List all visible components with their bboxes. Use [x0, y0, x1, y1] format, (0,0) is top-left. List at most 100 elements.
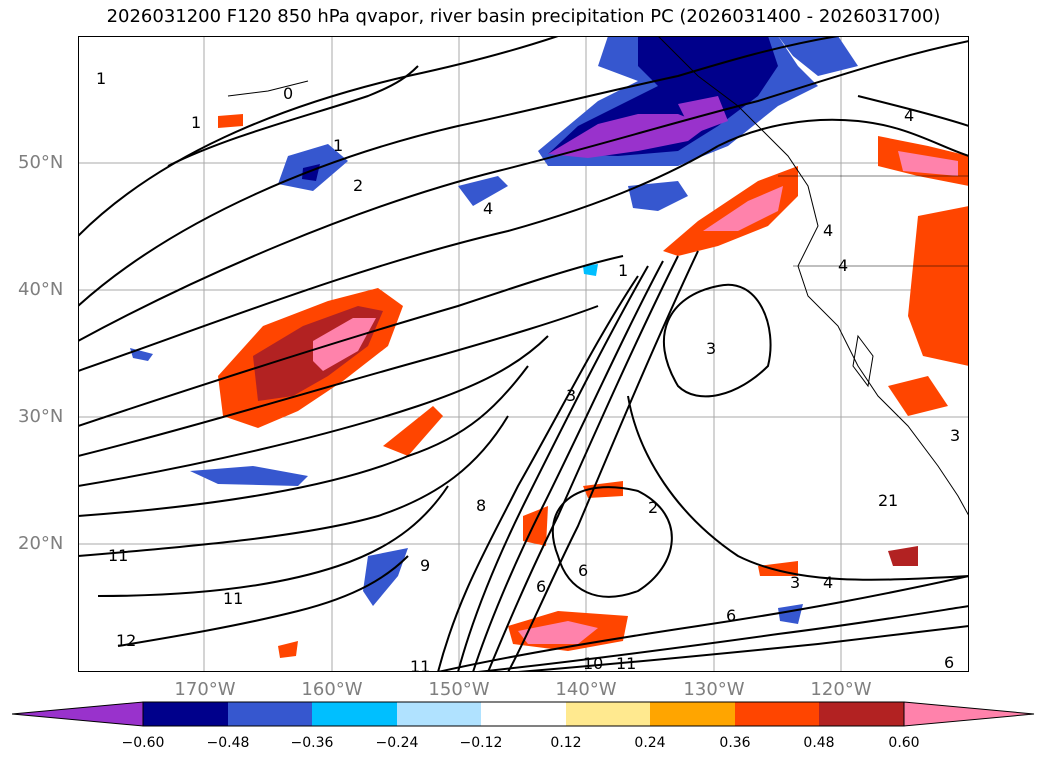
lon-label-130w: 130°W	[683, 679, 745, 700]
colorbar-swatch	[228, 702, 312, 726]
qvapor-contours	[78, 36, 969, 672]
patch-pink-ne	[898, 151, 958, 176]
patch-pink-central-pacific	[313, 318, 376, 371]
patch-orange-east	[908, 206, 969, 366]
contour-3-loop	[662, 283, 772, 398]
colorbar	[12, 701, 1035, 727]
lon-label-160w: 160°W	[301, 679, 363, 700]
positive-anomaly-patches	[218, 114, 969, 658]
colorbar-tick-label: −0.12	[459, 735, 503, 751]
coastlines	[227, 36, 969, 517]
contour-label: 4	[838, 256, 848, 275]
contour-label: 0	[283, 84, 293, 103]
contour-label: 2	[648, 498, 658, 517]
patch-pink-nw-coast	[703, 186, 783, 231]
colorbar-swatch	[143, 702, 228, 726]
lat-label-20n: 20°N	[18, 533, 64, 554]
colorbar-tick-label: −0.36	[290, 735, 334, 751]
colorbar-tick-label: 0.48	[803, 735, 835, 751]
contour-band-e	[507, 250, 699, 672]
patch-blue-mid	[628, 181, 688, 211]
colorbar-swatch	[819, 702, 904, 726]
contour-label: 11	[108, 546, 128, 565]
contour-7	[78, 305, 599, 457]
contour-label: 1	[191, 113, 201, 132]
colorbar-extend-high	[903, 701, 1035, 727]
contour-band-c	[472, 260, 664, 672]
graticule	[78, 36, 969, 672]
contour-label: 4	[483, 199, 493, 218]
lon-label-120w: 120°W	[810, 679, 872, 700]
patch-pink-south	[518, 621, 598, 644]
contour-label: 4	[823, 221, 833, 240]
colorbar-extend-low	[12, 701, 144, 727]
patch-orange-a	[383, 406, 443, 456]
patch-blue-ne	[778, 36, 858, 76]
contour-ne	[717, 118, 969, 157]
colorbar-swatch	[397, 702, 481, 726]
contour-label: 8	[476, 496, 486, 515]
contour-label: 10	[583, 654, 603, 672]
contour-12	[117, 555, 409, 647]
patch-blue-e	[130, 348, 153, 361]
colorbar-swatch	[312, 702, 397, 726]
lat-label-30n: 30°N	[18, 406, 64, 427]
contour-label: 6	[726, 606, 736, 625]
lon-label-150w: 150°W	[428, 679, 490, 700]
contour-label: 4	[904, 106, 914, 125]
lat-label-40n: 40°N	[18, 279, 64, 300]
colorbar-tick-label: 0.24	[634, 735, 666, 751]
contour-label: 3	[566, 386, 576, 405]
patch-orange-nw-coast	[663, 166, 798, 256]
contour-label: 11	[410, 657, 430, 672]
contour-label: 1	[96, 69, 106, 88]
patch-blue-d	[363, 548, 408, 606]
contour-label: 6	[536, 577, 546, 596]
patch-blue-c	[190, 466, 308, 486]
contour-label: 3	[950, 426, 960, 445]
contour-label: 6	[578, 561, 588, 580]
patch-orange-f	[278, 641, 298, 658]
colorbar-swatch	[481, 702, 566, 726]
colorbar-swatch	[566, 702, 650, 726]
baja-peninsula	[852, 334, 874, 388]
contour-4	[78, 40, 969, 342]
patch-orange-e	[888, 376, 948, 416]
contour-label: 3	[706, 339, 716, 358]
lon-label-140w: 140°W	[555, 679, 617, 700]
patch-blue-f	[778, 604, 803, 624]
contour-label: 2	[878, 491, 888, 510]
contour-0	[167, 65, 419, 167]
colorbar-tick-label: −0.60	[121, 735, 165, 751]
patch-darkred-a	[888, 546, 918, 566]
patch-orange-d	[583, 481, 623, 498]
patch-blue-a	[458, 176, 508, 206]
contour-6	[78, 255, 624, 427]
lat-label-50n: 50°N	[18, 152, 64, 173]
contour-3-east	[627, 395, 969, 581]
contour-8	[78, 335, 549, 487]
colorbar-tick-label: −0.24	[375, 735, 419, 751]
contour-label: 11	[616, 654, 636, 672]
contour-label-layer: 1 0 1 1 2 4 2 4 1 3 4 4 3 3 2 1 3 4 6 6 …	[96, 69, 960, 672]
contour-label: 4	[823, 573, 833, 592]
contour-1a	[78, 36, 559, 237]
contour-9	[78, 365, 529, 517]
contour-11a	[97, 485, 449, 597]
contour-label: 9	[420, 556, 430, 575]
colorbar-tick-label: 0.60	[888, 735, 920, 751]
colorbar-swatch	[650, 702, 735, 726]
contour-label: 11	[223, 589, 243, 608]
contour-band-a	[437, 275, 639, 672]
contour-label: 12	[116, 631, 136, 650]
contour-label: 2	[353, 176, 363, 195]
contour-2	[78, 36, 839, 307]
contour-south-2	[477, 605, 969, 672]
map-title: 2026031200 F120 850 hPa qvapor, river ba…	[106, 6, 941, 27]
contour-band-b	[457, 265, 649, 672]
colorbar-swatch	[735, 702, 819, 726]
contour-label: 3	[790, 573, 800, 592]
lon-label-170w: 170°W	[174, 679, 236, 700]
colorbar-outline	[142, 701, 905, 727]
colorbar-tick-label: −0.48	[206, 735, 250, 751]
